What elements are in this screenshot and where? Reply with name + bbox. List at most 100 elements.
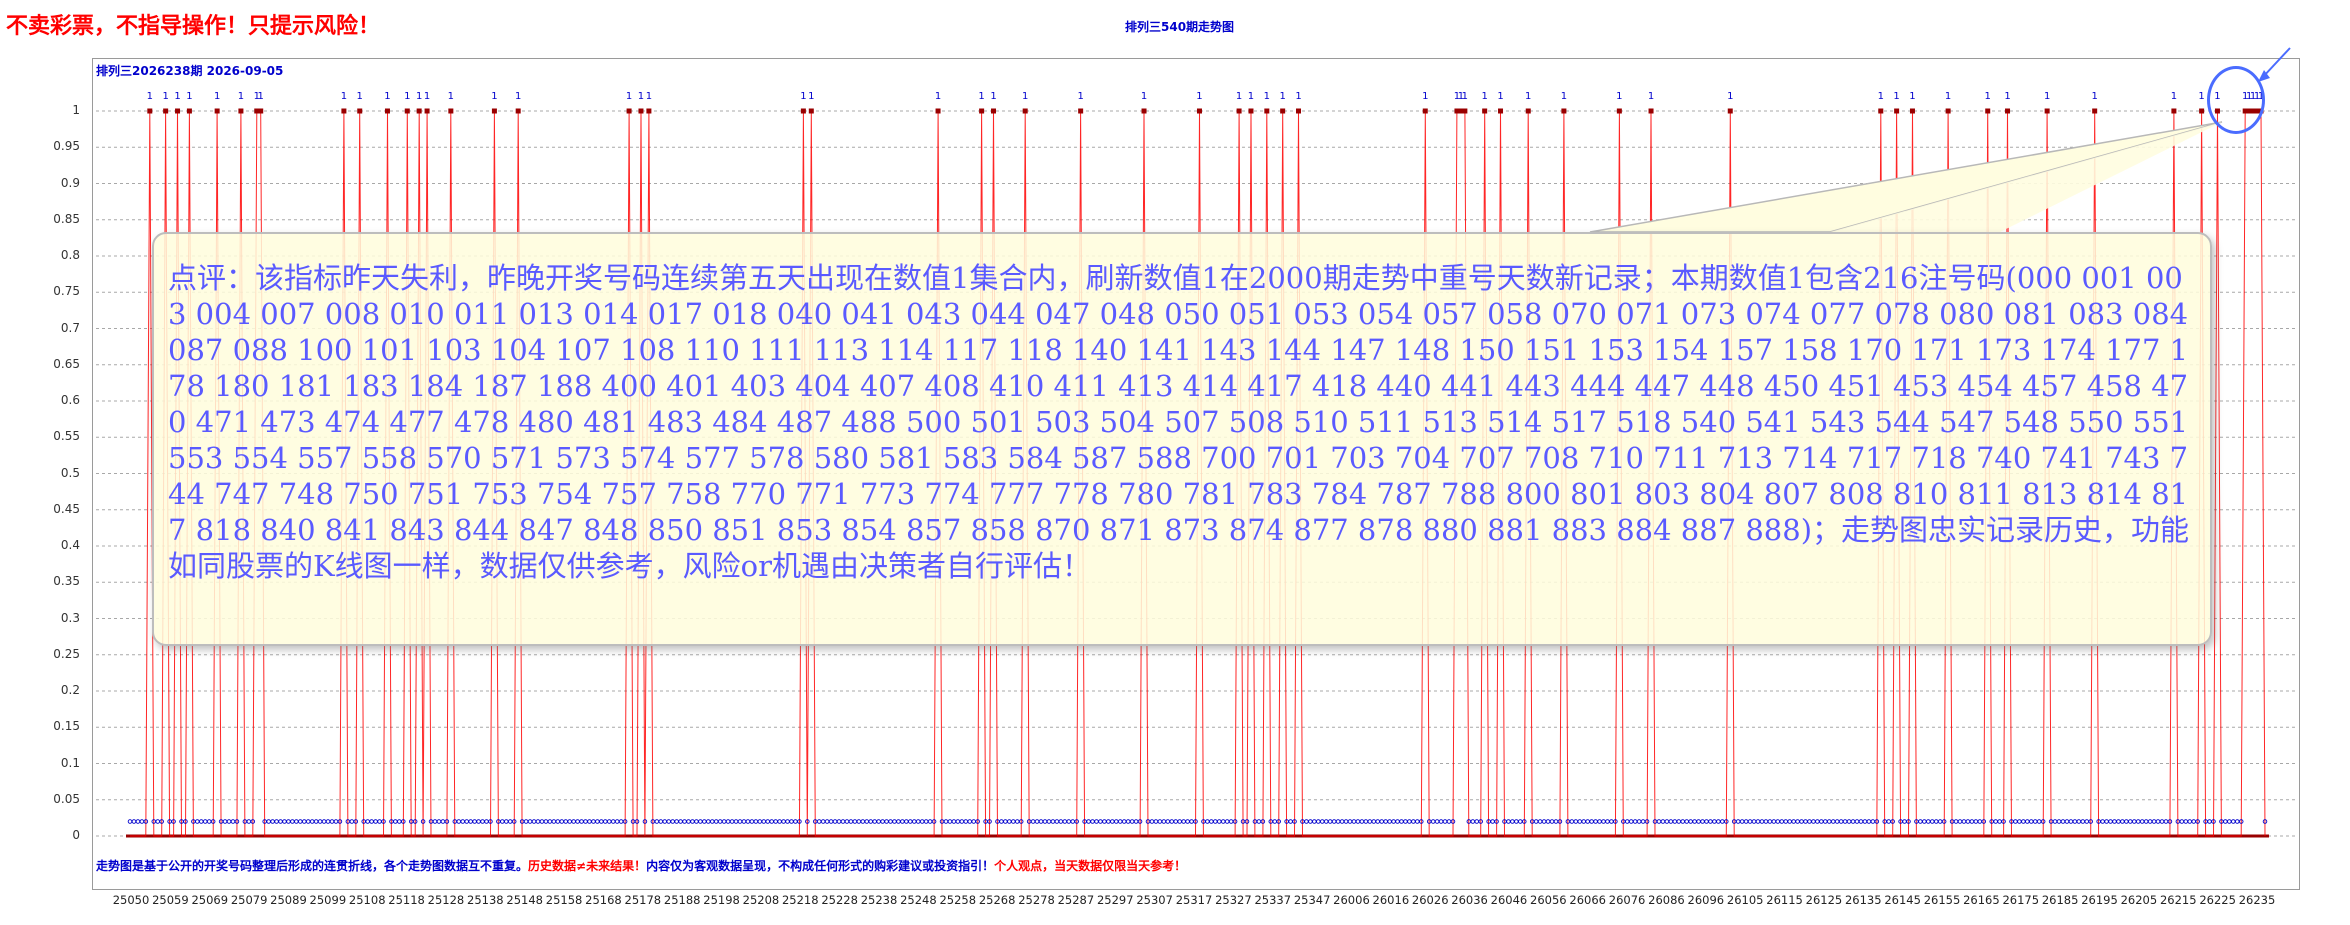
data-point-low [721, 819, 727, 824]
data-point-high [238, 108, 244, 114]
data-point-low [1220, 819, 1226, 824]
data-point-low [1058, 819, 1064, 824]
data-point-low [1755, 819, 1761, 824]
data-point-high [175, 108, 181, 114]
data-value-label: 1 [2171, 91, 2177, 102]
data-point-low [864, 819, 870, 824]
data-point-low [1066, 819, 1072, 824]
data-value-label: 1 [638, 91, 644, 102]
data-point-low [1684, 819, 1689, 824]
data-point-low [618, 819, 624, 824]
data-point-low [587, 819, 592, 824]
data-point-low [888, 819, 893, 824]
data-point-low [777, 819, 782, 824]
data-point-low [333, 819, 339, 824]
data-point-low [563, 819, 568, 824]
x-tick-label: 25099 [309, 893, 347, 907]
data-point-low [591, 819, 596, 824]
data-point-low [460, 819, 465, 824]
data-point-low [1351, 819, 1357, 824]
data-point-low [1708, 819, 1713, 824]
footnote-disclaimer: 走势图是基于公开的开奖号码整理后形成的连贯折线，各个走势图数据互不重复。 [96, 859, 529, 873]
y-tick-label: 0.9 [60, 175, 80, 190]
data-value-label: 1 [357, 91, 363, 102]
data-point-low [2231, 819, 2236, 824]
x-tick-label: 25317 [1175, 893, 1213, 907]
data-point-high [404, 108, 410, 114]
data-point-low [634, 819, 640, 824]
data-point-low [203, 819, 208, 824]
x-tick-label: 25327 [1215, 893, 1252, 907]
data-point-high [1458, 108, 1464, 114]
data-point-low [1874, 819, 1880, 824]
data-point-low [1609, 819, 1614, 824]
x-tick-label: 25198 [703, 893, 740, 907]
y-tick-label: 1 [72, 103, 80, 117]
x-tick-label: 26135 [1844, 893, 1882, 907]
data-value-label: 1 [1295, 91, 1301, 102]
x-tick-label: 25148 [506, 893, 543, 907]
data-value-label: 1 [1481, 91, 1487, 102]
y-tick-label: 0.05 [53, 791, 80, 806]
y-tick-label: 0.1 [60, 755, 80, 770]
data-point-high [2171, 108, 2177, 114]
data-point-low [1636, 819, 1642, 824]
data-point-low [1003, 819, 1008, 824]
y-tick-label: 0.45 [53, 501, 80, 516]
data-point-low [1387, 819, 1392, 824]
data-point-low [1628, 819, 1634, 824]
x-tick-label: 25188 [663, 893, 701, 907]
data-point-high [1909, 108, 1915, 114]
data-point-low [789, 819, 794, 824]
data-point-high [515, 108, 521, 114]
data-value-label: 1 [1878, 91, 1884, 102]
data-point-low [599, 819, 604, 824]
data-point-low [666, 819, 671, 824]
data-point-low [1189, 819, 1194, 824]
data-point-low [401, 819, 406, 824]
data-point-low [159, 819, 164, 824]
data-point-low [1383, 819, 1388, 824]
data-point-low [1688, 819, 1693, 824]
data-point-low [1359, 819, 1365, 824]
data-point-low [1811, 819, 1816, 824]
y-tick-label: 0.6 [60, 393, 80, 407]
data-point-low [2060, 819, 2066, 824]
data-point-low [1735, 819, 1741, 824]
data-point-low [793, 819, 798, 824]
data-point-low [1153, 819, 1159, 824]
x-tick-label: 26225 [2199, 893, 2236, 907]
data-point-low [1926, 819, 1931, 824]
data-point-low [1407, 819, 1412, 824]
data-point-low [1403, 819, 1408, 824]
data-point-low [844, 819, 850, 824]
data-point-low [1363, 819, 1369, 824]
data-point-low [820, 819, 826, 824]
footnote-not-advice: 内容仅为客观数据呈现，不构成任何形式的购彩建议或投资指引！ [646, 859, 995, 873]
data-point-low [1157, 819, 1163, 824]
data-point-low [923, 819, 929, 824]
x-tick-label: 26165 [1963, 893, 2000, 907]
data-point-low [555, 819, 561, 824]
data-point-low [1438, 819, 1444, 824]
data-point-low [1997, 819, 2002, 824]
x-tick-label: 26066 [1569, 893, 1606, 907]
data-point-low [1799, 819, 1804, 824]
data-point-low [745, 819, 751, 824]
data-value-label: 1 [935, 91, 941, 102]
data-point-low [2124, 819, 2129, 824]
x-tick-label: 26125 [1805, 893, 1843, 907]
data-point-low [1747, 819, 1753, 824]
data-point-low [900, 819, 905, 824]
data-point-low [1335, 819, 1341, 824]
data-point-low [1411, 819, 1416, 824]
x-tick-label: 25297 [1096, 893, 1134, 907]
data-point-low [274, 819, 279, 824]
x-tick-label: 26215 [2159, 893, 2197, 907]
data-point-low [1930, 819, 1935, 824]
data-point-low [1585, 819, 1590, 824]
data-point-high [357, 108, 363, 114]
data-point-low [302, 819, 307, 824]
data-point-low [571, 819, 576, 824]
data-point-low [2025, 819, 2030, 824]
